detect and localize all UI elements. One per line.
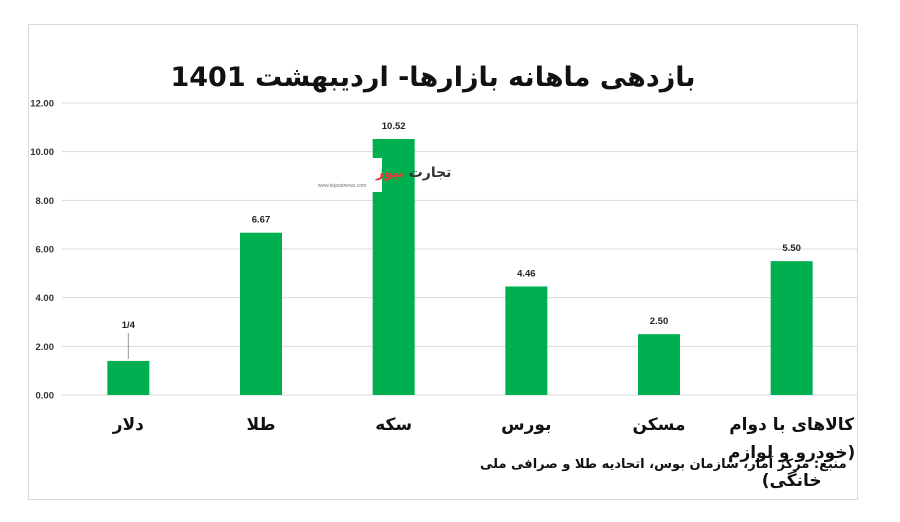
data-label: 4.46 [517,268,536,279]
category-label: خانگی) [762,470,822,491]
logo-site: www.tejaratnews.com [318,183,366,189]
category-label: (خودرو و لوازم [728,443,855,463]
category-label: سکه [375,415,412,435]
y-tick-label: 12.00 [30,99,54,110]
bar [240,232,282,395]
category-label: بورس [501,415,551,435]
watermark-logo: تجارت نیوز www.tejaratnews.com [302,158,451,192]
data-labels: 1/4 6.67 10.52 4.46 2.50 5.50 [122,121,801,359]
logo-part1: تجارت [409,165,452,181]
category-label: کالاهای با دوام [729,415,854,435]
logo-part2: نیوز [375,165,404,181]
bar [638,334,680,395]
y-tick-label: 4.00 [36,293,55,304]
chart-title: بازدهی ماهانه بازارها- اردیبهشت 1401 [170,62,695,93]
category-label: دلار [112,415,144,435]
data-label: 6.67 [252,215,271,226]
svg-text:تجارت نیوز: تجارت نیوز [375,165,451,181]
data-label: 1/4 [122,320,136,331]
data-label: 5.50 [782,243,801,254]
bars [107,139,813,395]
y-tick-label: 10.00 [30,147,54,158]
y-tick-label: 6.00 [36,245,55,256]
gridlines: 0.00 2.00 4.00 6.00 8.00 10.00 12.00 [30,99,858,402]
y-tick-label: 2.00 [36,342,55,353]
bar [505,286,548,395]
bar [107,360,150,395]
category-label: طلا [247,415,276,435]
data-label: 10.52 [382,121,406,132]
category-label: مسکن [632,415,685,435]
y-tick-label: 8.00 [36,196,55,207]
y-tick-label: 0.00 [36,391,55,402]
category-labels: دلار طلا سکه بورس مسکن کالاهای با دوام (خودرو … [112,415,856,491]
data-label: 2.50 [650,316,669,327]
bar [770,261,813,395]
source-note: منبع: مرکز آمار، سازمان بوس، اتحادیه طلا… [480,455,847,472]
